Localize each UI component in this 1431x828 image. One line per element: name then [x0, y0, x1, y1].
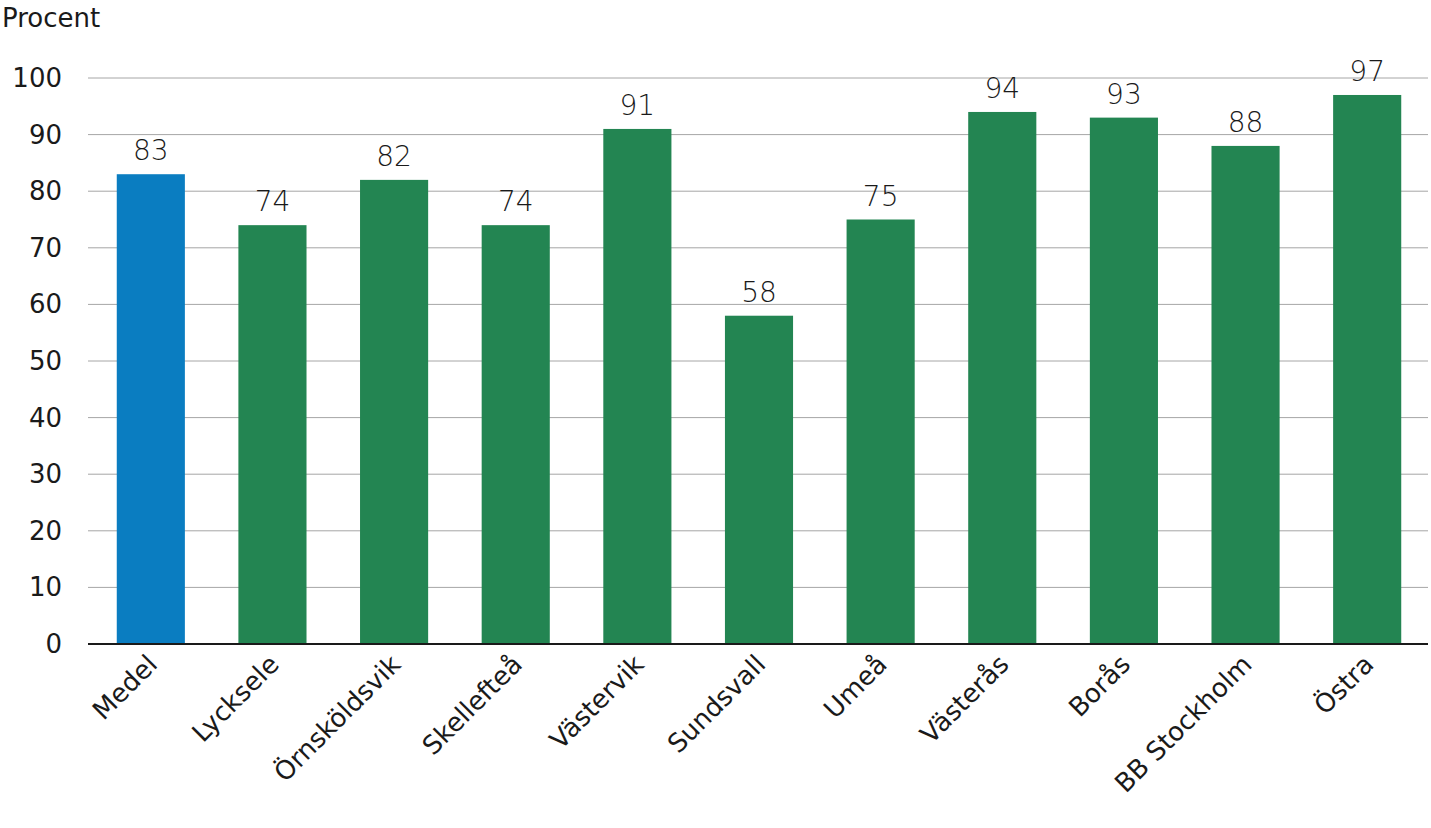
bars [117, 95, 1401, 644]
bar [1333, 95, 1401, 644]
bar [360, 180, 428, 644]
bar [1090, 118, 1158, 644]
bar [1211, 146, 1279, 644]
x-tick-label: Västervik [544, 649, 650, 755]
y-tick-label: 90 [29, 120, 62, 150]
y-tick-label: 10 [29, 572, 62, 602]
y-tick-label: 80 [29, 176, 62, 206]
x-tick-label: Sundsvall [661, 649, 771, 759]
x-tick-label: Borås [1063, 649, 1136, 722]
data-label: 58 [741, 276, 777, 309]
data-label: 97 [1349, 55, 1385, 88]
bar [847, 220, 915, 645]
data-label: 74 [498, 185, 534, 218]
y-tick-label: 40 [29, 403, 62, 433]
data-label: 93 [1106, 78, 1142, 111]
data-label: 88 [1228, 106, 1264, 139]
y-tick-label: 100 [12, 63, 62, 93]
x-axis-line [88, 643, 1428, 645]
y-tick-label: 60 [29, 289, 62, 319]
x-tick-label: Lycksele [186, 649, 285, 748]
data-label: 91 [620, 89, 656, 122]
data-label: 94 [984, 72, 1020, 105]
bar [968, 112, 1036, 644]
data-label: 83 [133, 134, 169, 167]
bar [725, 316, 793, 644]
y-tick-label: 0 [45, 629, 62, 659]
y-tick-label: 50 [29, 346, 62, 376]
bar [482, 225, 550, 644]
data-label: 82 [376, 140, 412, 173]
x-tick-label: BB Stockholm [1109, 649, 1258, 798]
y-axis-label: Procent [2, 3, 100, 33]
bar [117, 174, 185, 644]
data-label: 74 [255, 185, 291, 218]
x-tick-label: Västerås [914, 649, 1014, 749]
y-tick-label: 70 [29, 233, 62, 263]
y-tick-label: 30 [29, 459, 62, 489]
bar [603, 129, 671, 644]
x-tick-label: Skellefteå [416, 649, 528, 761]
bar [238, 225, 306, 644]
y-tick-label: 20 [29, 516, 62, 546]
grid-line [88, 78, 1428, 79]
chart: Procent 0 10 20 30 40 50 60 70 80 90 100 83 74 82 74 91 5… [0, 0, 1431, 828]
x-tick-label: Östra [1307, 648, 1379, 720]
x-tick-label: Umeå [818, 649, 893, 724]
x-tick-label: Örnsköldsvik [267, 648, 406, 787]
x-tick-label: Medel [87, 649, 163, 725]
data-label: 75 [863, 180, 899, 213]
